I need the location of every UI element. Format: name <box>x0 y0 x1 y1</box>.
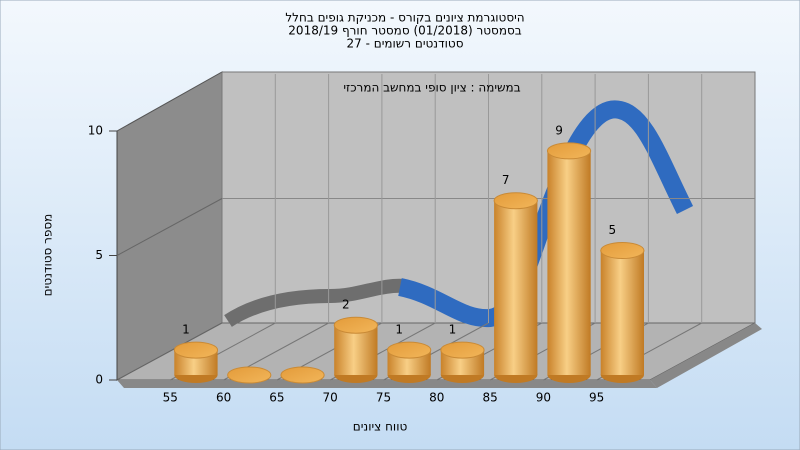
bar-group <box>227 366 272 384</box>
bar-group: 1 <box>440 323 485 383</box>
bar-top <box>333 316 379 334</box>
data-label: 1 <box>449 323 457 337</box>
data-label: 2 <box>342 298 350 312</box>
x-tick-label: 65 <box>269 391 284 405</box>
bar-top <box>387 341 432 359</box>
x-tick-label: 70 <box>323 391 338 405</box>
y-tick-label: 10 <box>88 124 103 138</box>
data-label: 1 <box>182 323 190 337</box>
y-tick-label: 5 <box>95 248 103 262</box>
bar-group: 5 <box>600 223 645 383</box>
x-tick-label: 80 <box>429 391 444 405</box>
annotation: במשימה : ציון סופי במחשב המרכזי <box>343 81 520 95</box>
bar-group: 7 <box>493 173 538 383</box>
x-tick-label: 95 <box>589 391 604 405</box>
x-tick-label: 85 <box>482 391 497 405</box>
x-axis-label: טווח ציונים <box>353 420 408 434</box>
bar-top <box>493 192 538 210</box>
bar-group <box>280 366 325 384</box>
bar-top <box>546 142 592 160</box>
bar <box>600 250 644 375</box>
data-label: 7 <box>502 173 510 187</box>
x-tick-label: 55 <box>163 391 178 405</box>
x-tick-label: 90 <box>536 391 551 405</box>
bar-group: 1 <box>387 323 432 383</box>
chart-subtitle: סטודנטים רשומים - 27 <box>346 37 463 51</box>
bar-top <box>173 341 219 359</box>
chart-title: היסטוגרמת ציונים בקורס - מכניקת גופים בח… <box>285 11 524 25</box>
y-axis-label: מספר סטודנטים <box>41 214 55 297</box>
x-tick-label: 60 <box>216 391 231 405</box>
data-label: 5 <box>609 223 617 237</box>
grid-line <box>116 198 223 256</box>
data-label: 1 <box>395 323 403 337</box>
bar-group: 1 <box>173 323 219 383</box>
bar <box>494 200 538 375</box>
x-tick-label: 75 <box>376 391 391 405</box>
chart-subtitle: בסמסטר (01/2018) סמסטר חורף 2018/19 <box>288 24 521 38</box>
ribbon-back <box>224 278 406 327</box>
bar <box>547 150 591 375</box>
bar-group: 2 <box>333 298 379 383</box>
bar-group: 9 <box>546 123 592 383</box>
floor-edge <box>650 323 762 388</box>
bar-top <box>440 341 485 359</box>
bar-top <box>227 366 272 384</box>
bar-top <box>600 242 645 259</box>
data-label: 9 <box>555 123 563 137</box>
bar-top <box>280 366 325 384</box>
y-tick-label: 0 <box>95 373 103 387</box>
